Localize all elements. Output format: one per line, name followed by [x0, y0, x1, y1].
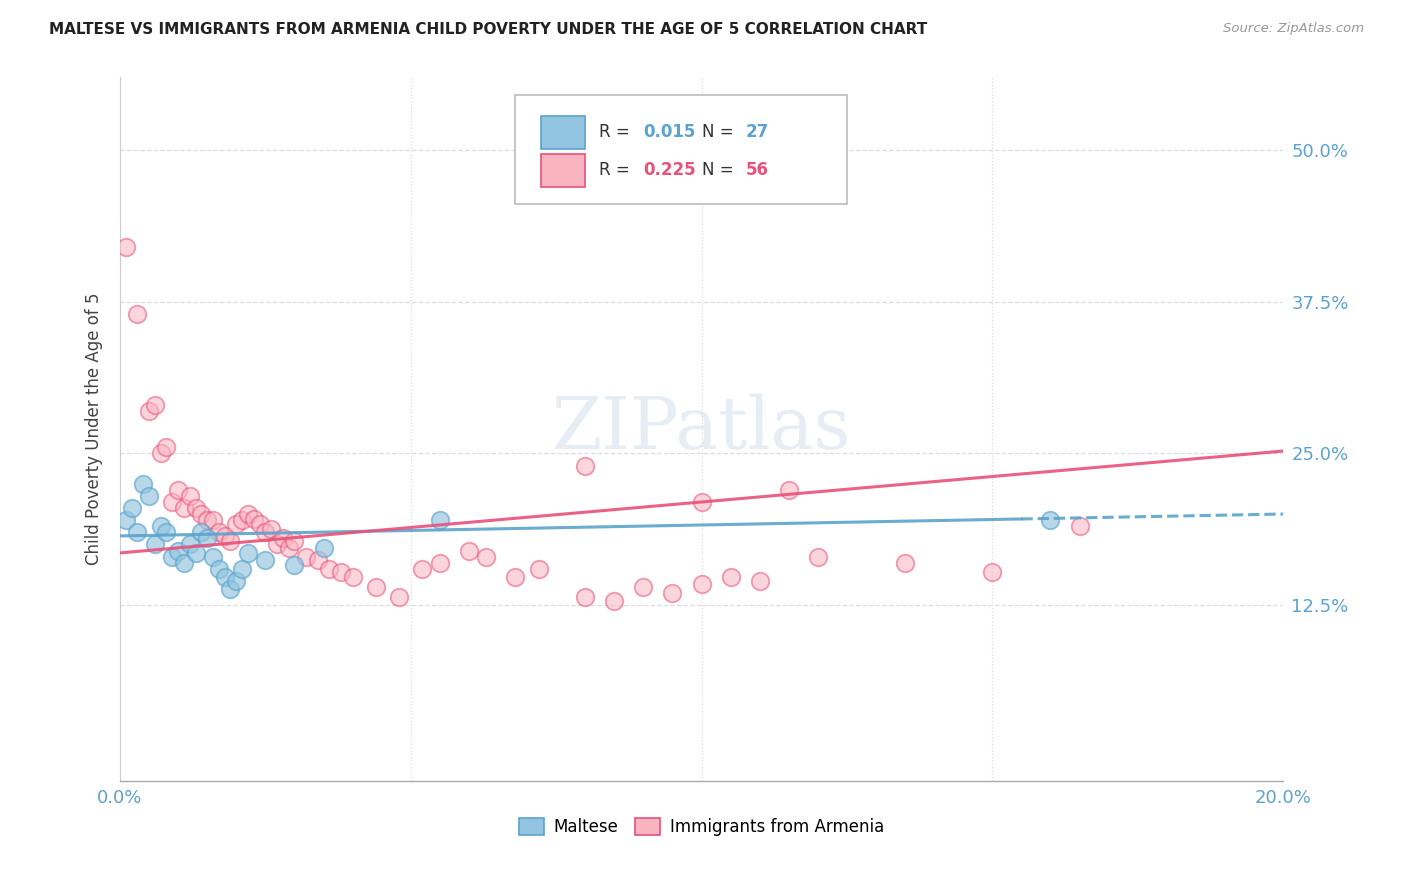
- Point: [162, 549, 184, 564]
- Point: [271, 532, 294, 546]
- Point: [505, 570, 527, 584]
- Point: [127, 307, 149, 321]
- Point: [748, 574, 770, 588]
- Point: [330, 566, 353, 580]
- Point: [184, 501, 207, 516]
- FancyBboxPatch shape: [541, 153, 585, 187]
- Point: [1069, 519, 1091, 533]
- Point: [202, 513, 225, 527]
- Point: [690, 577, 713, 591]
- Text: R =: R =: [599, 161, 636, 179]
- Point: [214, 529, 236, 543]
- Point: [219, 582, 242, 597]
- Point: [527, 562, 550, 576]
- Point: [231, 513, 253, 527]
- Point: [1039, 513, 1062, 527]
- Point: [225, 574, 247, 588]
- Point: [661, 586, 683, 600]
- Point: [167, 483, 190, 497]
- Point: [249, 516, 271, 531]
- Point: [633, 580, 655, 594]
- Point: [195, 513, 218, 527]
- Point: [318, 562, 340, 576]
- Point: [149, 519, 172, 533]
- Point: [155, 441, 177, 455]
- Text: 56: 56: [745, 161, 769, 179]
- Point: [458, 543, 481, 558]
- Point: [307, 553, 329, 567]
- Point: [283, 558, 305, 572]
- Point: [411, 562, 433, 576]
- Point: [179, 489, 201, 503]
- Point: [312, 541, 335, 555]
- Point: [388, 590, 411, 604]
- Y-axis label: Child Poverty Under the Age of 5: Child Poverty Under the Age of 5: [86, 293, 103, 566]
- Point: [195, 532, 218, 546]
- Point: [190, 507, 212, 521]
- Text: 0.225: 0.225: [644, 161, 696, 179]
- Point: [283, 533, 305, 548]
- Point: [807, 549, 830, 564]
- Point: [231, 562, 253, 576]
- Text: N =: N =: [702, 161, 738, 179]
- Point: [179, 537, 201, 551]
- Text: MALTESE VS IMMIGRANTS FROM ARMENIA CHILD POVERTY UNDER THE AGE OF 5 CORRELATION : MALTESE VS IMMIGRANTS FROM ARMENIA CHILD…: [49, 22, 928, 37]
- Point: [720, 570, 742, 584]
- Point: [114, 240, 136, 254]
- Point: [202, 549, 225, 564]
- Point: [132, 476, 155, 491]
- Point: [114, 513, 136, 527]
- Point: [143, 398, 166, 412]
- Point: [242, 512, 264, 526]
- Point: [981, 566, 1004, 580]
- Point: [475, 549, 498, 564]
- Point: [690, 495, 713, 509]
- Point: [184, 546, 207, 560]
- Point: [173, 501, 195, 516]
- Point: [149, 446, 172, 460]
- Point: [219, 533, 242, 548]
- Text: N =: N =: [702, 123, 738, 142]
- Point: [138, 489, 160, 503]
- Text: Source: ZipAtlas.com: Source: ZipAtlas.com: [1223, 22, 1364, 36]
- Point: [254, 525, 277, 540]
- Text: 27: 27: [745, 123, 769, 142]
- Point: [778, 483, 800, 497]
- Point: [894, 556, 917, 570]
- Point: [167, 543, 190, 558]
- Point: [236, 546, 259, 560]
- Point: [295, 549, 318, 564]
- Text: R =: R =: [599, 123, 636, 142]
- Text: ZIPatlas: ZIPatlas: [551, 394, 852, 465]
- FancyBboxPatch shape: [541, 116, 585, 149]
- Point: [574, 458, 596, 473]
- Point: [208, 562, 231, 576]
- Point: [214, 570, 236, 584]
- Point: [342, 570, 364, 584]
- Point: [266, 537, 288, 551]
- Point: [127, 525, 149, 540]
- Point: [574, 590, 596, 604]
- Point: [138, 404, 160, 418]
- Point: [236, 507, 259, 521]
- Point: [364, 580, 387, 594]
- Point: [429, 513, 451, 527]
- Point: [429, 556, 451, 570]
- FancyBboxPatch shape: [516, 95, 846, 204]
- Point: [208, 525, 231, 540]
- Point: [143, 537, 166, 551]
- Point: [603, 594, 626, 608]
- Point: [155, 525, 177, 540]
- Point: [162, 495, 184, 509]
- Point: [225, 516, 247, 531]
- Legend: Maltese, Immigrants from Armenia: Maltese, Immigrants from Armenia: [512, 812, 891, 843]
- Point: [121, 501, 143, 516]
- Point: [277, 541, 299, 555]
- Point: [190, 525, 212, 540]
- Point: [260, 522, 283, 536]
- Point: [173, 556, 195, 570]
- Point: [254, 553, 277, 567]
- Text: 0.015: 0.015: [644, 123, 696, 142]
